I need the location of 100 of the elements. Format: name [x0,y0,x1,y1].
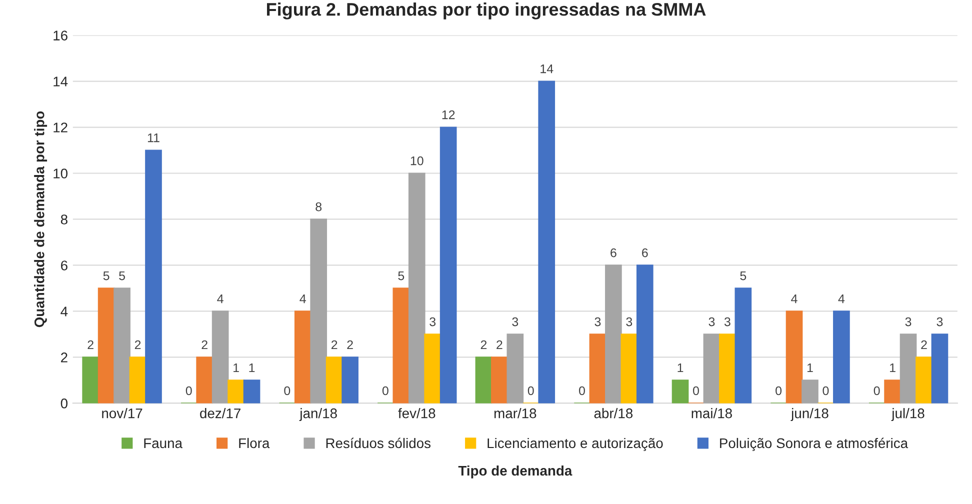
x-tick-label: mar/18 [494,408,536,418]
data-label: 0 [284,386,290,396]
bar [636,264,654,404]
data-label: 3 [512,317,518,326]
bar [719,334,736,404]
bar [424,334,442,404]
data-label: 3 [594,317,601,326]
data-label: 1 [890,363,896,372]
data-label: 3 [936,317,943,326]
x-tick-label: jul/18 [891,408,924,422]
data-label: 3 [724,317,730,326]
legend-label: Fauna [144,438,182,448]
data-label: 2 [88,340,94,350]
bar [326,356,343,404]
bar [703,334,720,404]
legend-label: Resíduos sólidos [326,438,431,448]
data-label: 2 [331,340,338,350]
bar [589,334,606,404]
bar [786,310,803,404]
bar [620,334,638,404]
bar [884,380,901,404]
data-label: 2 [921,340,927,350]
bar [931,334,948,404]
bar [196,356,214,404]
data-label: 0 [874,386,880,396]
data-label: 4 [217,294,224,304]
y-axis-title: Quantidade de demanda por tipo [34,111,48,328]
bar [408,172,426,404]
chart-title: Figura 2. Demandas por tipo ingressadas na SMMA [266,2,706,20]
y-tick-label: 0 [60,398,68,408]
x-tick-label: abr/18 [594,408,633,418]
data-label: 5 [119,271,125,280]
data-label: 2 [202,340,208,350]
data-label: 6 [610,248,616,258]
y-tick-label: 4 [60,306,68,316]
data-label: 0 [822,386,829,396]
data-label: 14 [540,64,554,74]
x-tick-label: fev/18 [398,408,436,418]
bar [672,380,689,404]
data-label: 8 [316,202,322,212]
data-label: 12 [442,110,455,120]
x-tick-label: mai/18 [692,408,732,418]
bar [802,380,818,404]
y-tick-label: 14 [54,76,68,86]
data-label: 1 [234,363,239,372]
y-tick-label: 10 [54,168,68,178]
data-label: 2 [347,340,353,350]
bar [98,288,115,404]
data-label: 1 [249,363,255,372]
data-label: 0 [579,386,585,396]
y-tick-label: 12 [54,122,68,132]
data-label: 3 [905,317,912,326]
bar [145,150,162,404]
y-tick-label: 2 [61,352,68,362]
bar [475,356,492,404]
bar [506,334,524,404]
bar [228,380,244,404]
bar [82,356,100,404]
data-label: 6 [642,248,648,258]
data-label: 2 [496,340,502,350]
data-label: 3 [430,317,436,326]
bar [491,356,508,404]
bar [900,334,917,404]
x-tick-label: jun/18 [790,408,828,422]
bar [392,288,410,404]
legend-label: Poluição Sonora e atmosférica [720,438,908,451]
data-label: 0 [693,386,699,396]
data-label: 3 [626,317,632,326]
data-label: 5 [740,271,746,280]
data-label: 4 [791,294,798,304]
data-label: 0 [776,386,782,396]
data-label: 3 [708,317,715,326]
legend-label: Licenciamento e autorização [488,438,663,451]
bar [310,218,328,404]
bar [129,356,146,404]
x-tick-label: jan/18 [299,408,337,422]
data-label: 5 [103,271,110,280]
data-label: 1 [807,363,813,372]
legend-label: Flora [239,438,270,448]
data-label: 1 [678,363,684,372]
x-axis-title: Tipo de demanda [458,465,572,478]
bar [833,310,850,404]
bar [440,126,457,404]
bar [342,356,358,404]
bar [294,310,312,404]
x-tick-label: dez/17 [200,408,240,418]
data-label: 10 [410,156,424,166]
data-label: 0 [528,386,534,396]
y-tick-label: 8 [60,214,68,224]
data-label: 4 [300,294,306,304]
y-tick-label: 16 [54,30,68,40]
data-label: 2 [480,340,487,350]
x-tick-label: nov/17 [102,408,142,418]
bar [114,288,130,404]
bar [212,310,229,404]
data-label: 2 [134,340,141,350]
data-label: 11 [148,134,160,142]
y-tick-label: 6 [61,260,68,270]
data-label: 0 [186,386,192,396]
data-label: 4 [838,294,845,304]
